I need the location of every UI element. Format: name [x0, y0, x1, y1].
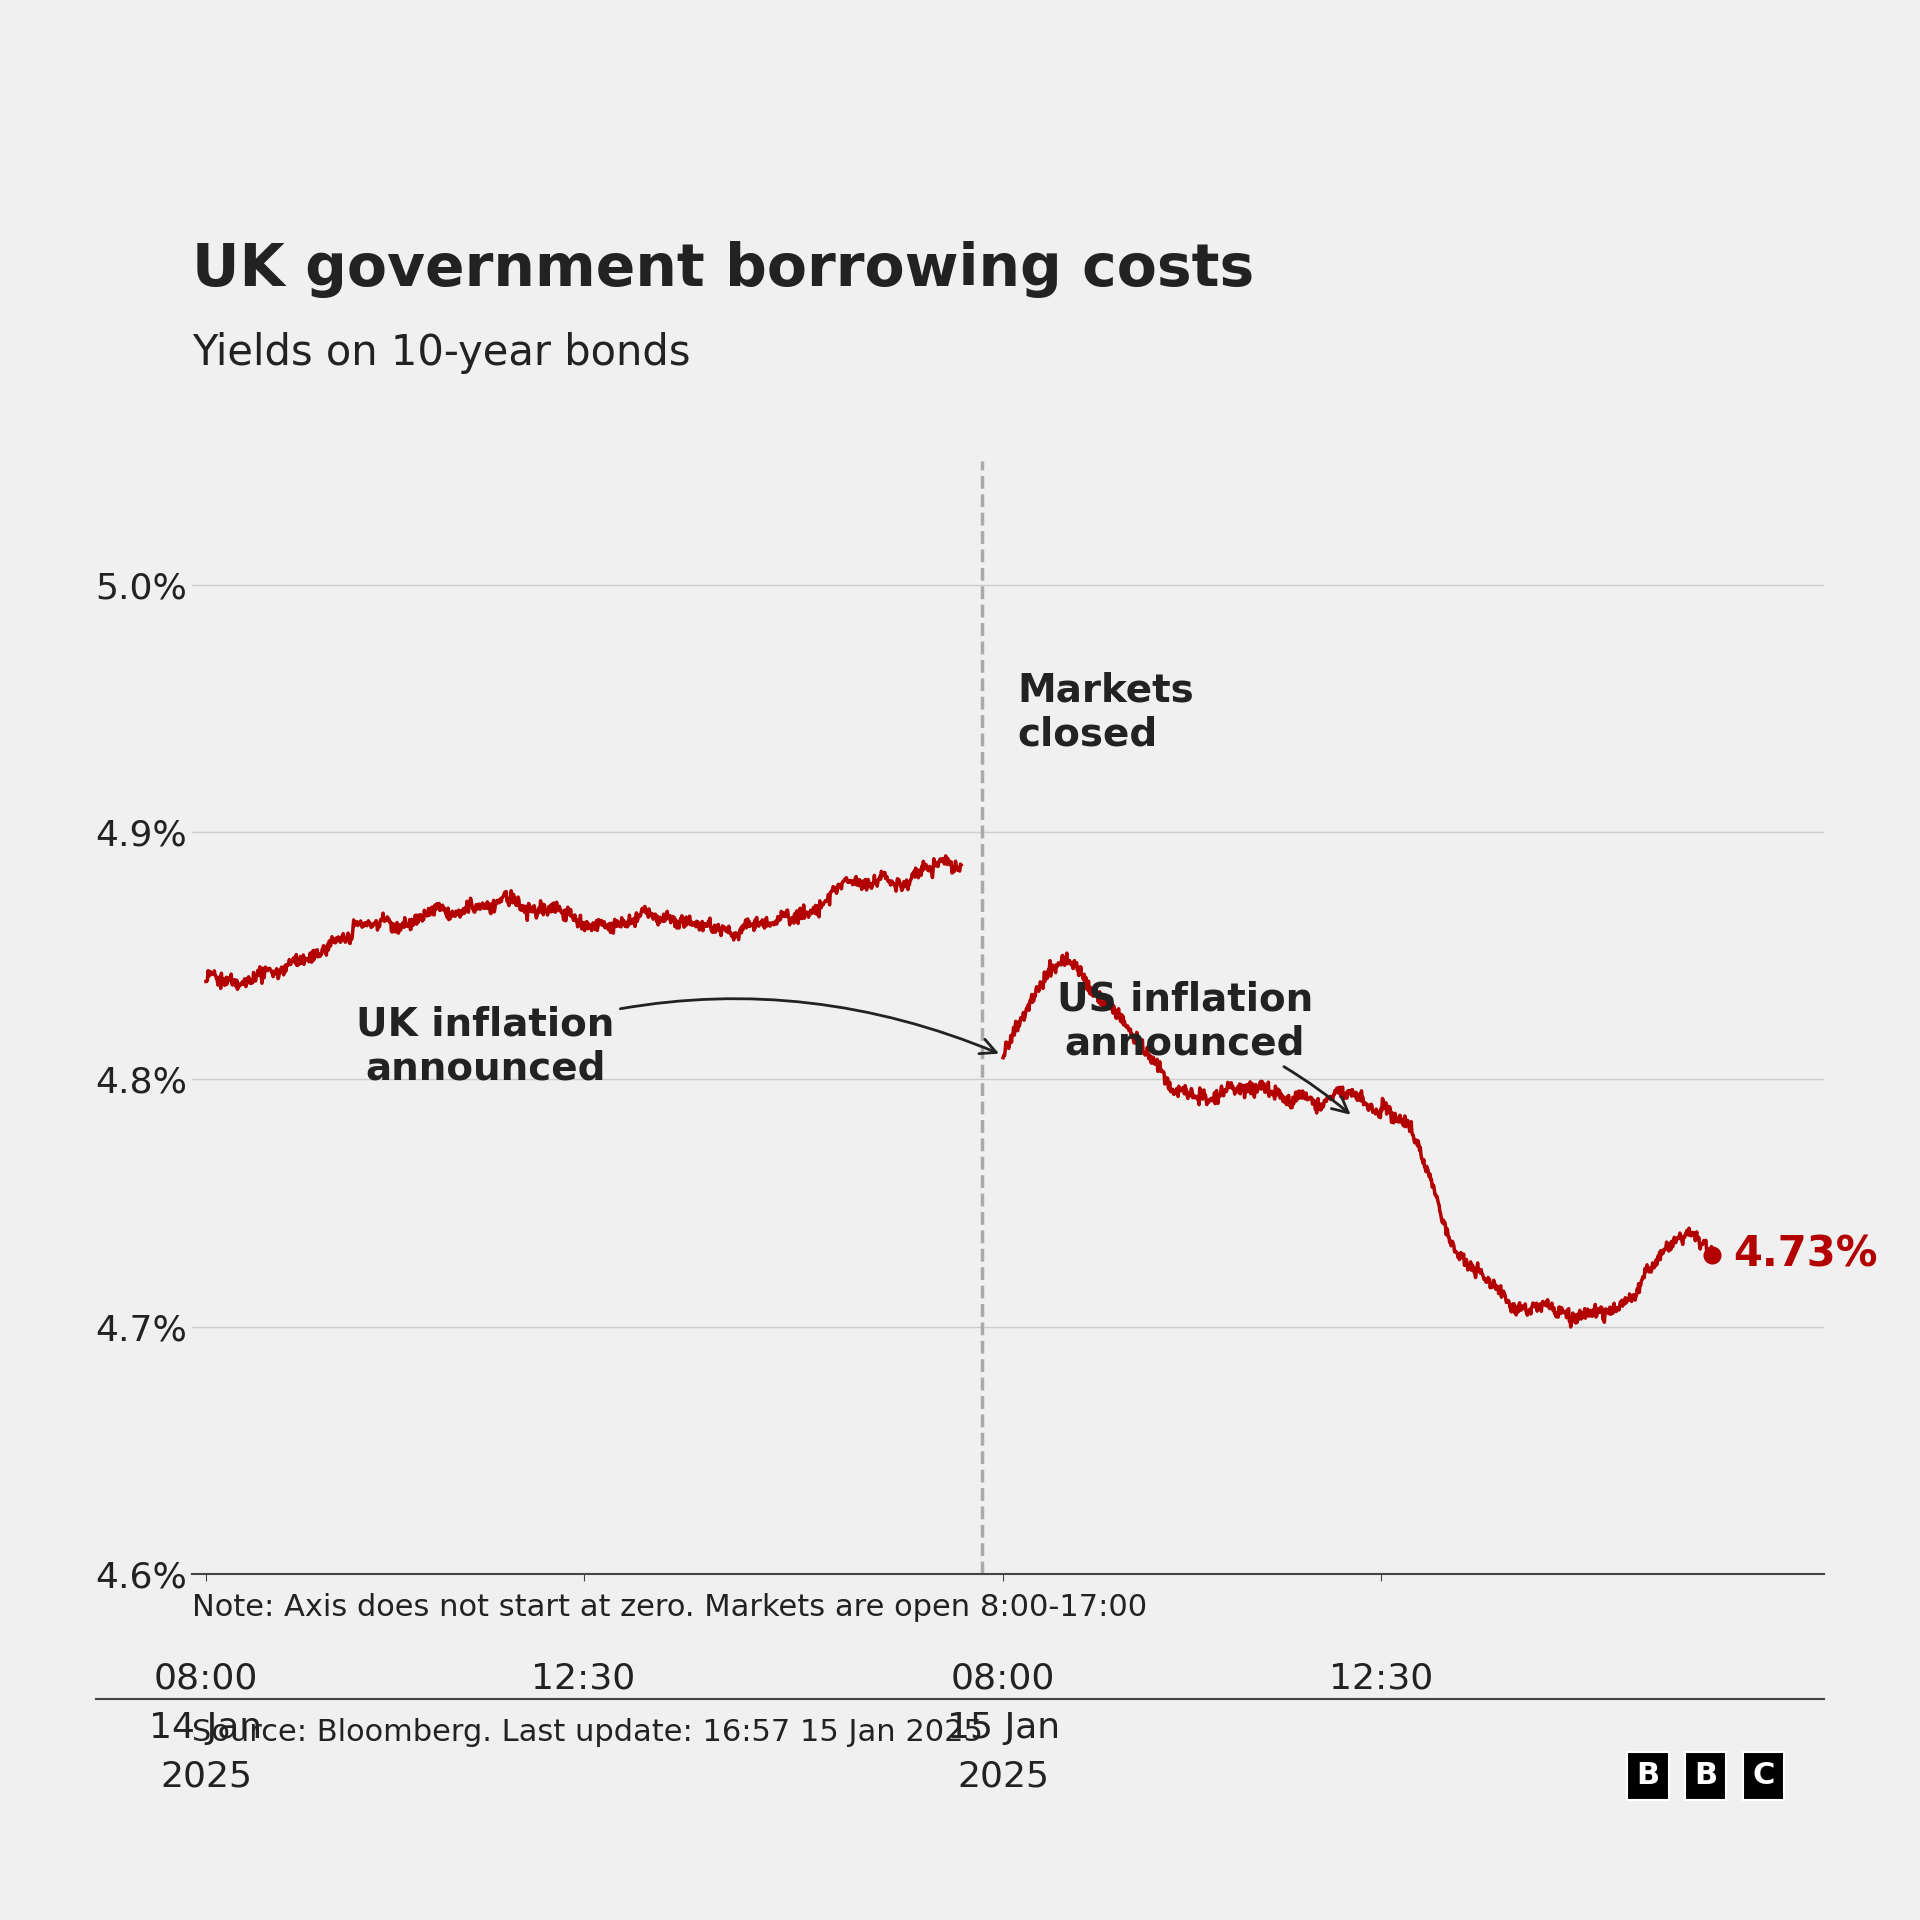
Text: 4.73%: 4.73% [1734, 1235, 1878, 1275]
Text: US inflation
announced: US inflation announced [1056, 981, 1348, 1114]
Text: 15 Jan: 15 Jan [947, 1711, 1060, 1745]
Text: 12:30: 12:30 [1329, 1661, 1432, 1695]
Text: UK inflation
announced: UK inflation announced [357, 998, 996, 1087]
Text: C: C [1753, 1761, 1774, 1791]
Text: Markets
closed: Markets closed [1018, 672, 1194, 753]
Text: UK government borrowing costs: UK government borrowing costs [192, 240, 1254, 298]
Text: 2025: 2025 [956, 1761, 1048, 1793]
Text: 12:30: 12:30 [532, 1661, 636, 1695]
Text: Source: Bloomberg. Last update: 16:57 15 Jan 2025: Source: Bloomberg. Last update: 16:57 15… [192, 1718, 983, 1747]
Text: Note: Axis does not start at zero. Markets are open 8:00-17:00: Note: Axis does not start at zero. Marke… [192, 1594, 1146, 1622]
Text: 08:00: 08:00 [154, 1661, 257, 1695]
Text: B: B [1636, 1761, 1659, 1791]
Text: 08:00: 08:00 [950, 1661, 1056, 1695]
Text: B: B [1693, 1761, 1716, 1791]
Text: 14 Jan: 14 Jan [150, 1711, 263, 1745]
Text: 2025: 2025 [159, 1761, 252, 1793]
Text: Yields on 10-year bonds: Yields on 10-year bonds [192, 332, 691, 374]
